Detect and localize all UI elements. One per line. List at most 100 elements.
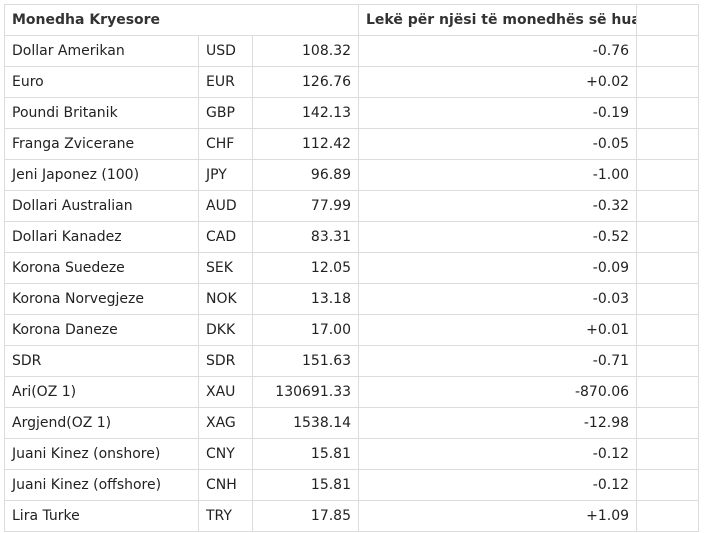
currency-name-cell: Dollar Amerikan — [4, 35, 199, 67]
exchange-rate-cell: 96.89 — [251, 159, 360, 191]
currency-code-cell: EUR — [198, 66, 253, 98]
currency-name-cell: Jeni Japonez (100) — [4, 159, 199, 191]
currency-code-cell: CNH — [198, 469, 253, 501]
currency-code-cell: XAG — [198, 407, 253, 439]
currency-name-cell: Dollari Kanadez — [4, 221, 199, 253]
table-row: Korona Suedeze SEK 12.05 -0.09 — [4, 252, 700, 284]
empty-cell — [636, 314, 700, 346]
rate-change-cell: -0.76 — [358, 35, 638, 67]
currency-code-cell: SEK — [198, 252, 253, 284]
empty-cell — [636, 345, 700, 377]
currency-code-cell: GBP — [198, 97, 253, 129]
currency-name-cell: Juani Kinez (offshore) — [4, 469, 199, 501]
empty-cell — [636, 500, 700, 532]
empty-cell — [636, 35, 700, 67]
exchange-rate-cell: 83.31 — [251, 221, 360, 253]
currency-code-cell: AUD — [198, 190, 253, 222]
currency-code-cell: TRY — [198, 500, 253, 532]
rate-change-cell: +0.01 — [358, 314, 638, 346]
rate-change-cell: -12.98 — [358, 407, 638, 439]
table-row: Juani Kinez (offshore) CNH 15.81 -0.12 — [4, 469, 700, 501]
rate-change-cell: -0.32 — [358, 190, 638, 222]
currency-name-cell: Lira Turke — [4, 500, 199, 532]
empty-cell — [636, 252, 700, 284]
currency-name-cell: Franga Zvicerane — [4, 128, 199, 160]
exchange-rate-cell: 12.05 — [251, 252, 360, 284]
rate-change-cell: -0.52 — [358, 221, 638, 253]
currency-name-cell: Korona Daneze — [4, 314, 199, 346]
rate-change-cell: -0.09 — [358, 252, 638, 284]
header-lek-per-unit: Lekë për njësi të monedhës së huaj — [358, 4, 638, 36]
rate-change-cell: -0.05 — [358, 128, 638, 160]
currency-name-cell: Korona Suedeze — [4, 252, 199, 284]
table-body: Dollar Amerikan USD 108.32 -0.76 Euro EUR 126.… — [4, 35, 700, 532]
table-row: Dollari Kanadez CAD 83.31 -0.52 — [4, 221, 700, 253]
exchange-rate-cell: 15.81 — [251, 438, 360, 470]
exchange-rate-cell: 77.99 — [251, 190, 360, 222]
header-main-currencies: Monedha Kryesore — [3, 4, 360, 36]
rate-change-cell: -0.71 — [358, 345, 638, 377]
empty-cell — [636, 469, 700, 501]
table-header-row: Monedha Kryesore Lekë për njësi të moned… — [3, 4, 700, 36]
empty-cell — [636, 128, 700, 160]
exchange-rate-cell: 108.32 — [251, 35, 360, 67]
empty-cell — [636, 159, 700, 191]
exchange-rate-cell: 15.81 — [251, 469, 360, 501]
rate-change-cell: -0.03 — [358, 283, 638, 315]
header-empty — [636, 4, 700, 36]
currency-code-cell: CHF — [198, 128, 253, 160]
empty-cell — [636, 66, 700, 98]
empty-cell — [636, 376, 700, 408]
currency-name-cell: Argjend(OZ 1) — [4, 407, 199, 439]
currency-code-cell: USD — [198, 35, 253, 67]
empty-cell — [636, 190, 700, 222]
rate-change-cell: +1.09 — [358, 500, 638, 532]
exchange-rates-table: Monedha Kryesore Lekë për njësi të moned… — [3, 4, 700, 532]
rate-change-cell: -0.12 — [358, 469, 638, 501]
currency-name-cell: SDR — [4, 345, 199, 377]
table-row: Dollar Amerikan USD 108.32 -0.76 — [4, 35, 700, 67]
table-row: Argjend(OZ 1) XAG 1538.14 -12.98 — [4, 407, 700, 439]
currency-code-cell: SDR — [198, 345, 253, 377]
exchange-rate-cell: 1538.14 — [251, 407, 360, 439]
exchange-rate-cell: 17.85 — [251, 500, 360, 532]
table-row: SDR SDR 151.63 -0.71 — [4, 345, 700, 377]
currency-name-cell: Euro — [4, 66, 199, 98]
empty-cell — [636, 221, 700, 253]
exchange-rate-cell: 142.13 — [251, 97, 360, 129]
currency-name-cell: Poundi Britanik — [4, 97, 199, 129]
currency-name-cell: Juani Kinez (onshore) — [4, 438, 199, 470]
empty-cell — [636, 438, 700, 470]
currency-code-cell: DKK — [198, 314, 253, 346]
currency-code-cell: NOK — [198, 283, 253, 315]
currency-code-cell: XAU — [198, 376, 253, 408]
exchange-rate-cell: 151.63 — [251, 345, 360, 377]
currency-name-cell: Ari(OZ 1) — [4, 376, 199, 408]
exchange-rate-cell: 112.42 — [251, 128, 360, 160]
exchange-rate-cell: 130691.33 — [251, 376, 360, 408]
rate-change-cell: +0.02 — [358, 66, 638, 98]
table-row: Euro EUR 126.76 +0.02 — [4, 66, 700, 98]
table-row: Franga Zvicerane CHF 112.42 -0.05 — [4, 128, 700, 160]
rate-change-cell: -0.12 — [358, 438, 638, 470]
rate-change-cell: -1.00 — [358, 159, 638, 191]
rate-change-cell: -870.06 — [358, 376, 638, 408]
exchange-rate-cell: 17.00 — [251, 314, 360, 346]
table-row: Lira Turke TRY 17.85 +1.09 — [4, 500, 700, 532]
exchange-rate-cell: 126.76 — [251, 66, 360, 98]
table-row: Korona Norvegjeze NOK 13.18 -0.03 — [4, 283, 700, 315]
rate-change-cell: -0.19 — [358, 97, 638, 129]
currency-code-cell: CAD — [198, 221, 253, 253]
currency-code-cell: CNY — [198, 438, 253, 470]
currency-code-cell: JPY — [198, 159, 253, 191]
table-row: Jeni Japonez (100) JPY 96.89 -1.00 — [4, 159, 700, 191]
table-row: Juani Kinez (onshore) CNY 15.81 -0.12 — [4, 438, 700, 470]
currency-name-cell: Dollari Australian — [4, 190, 199, 222]
exchange-rate-cell: 13.18 — [251, 283, 360, 315]
empty-cell — [636, 97, 700, 129]
table-row: Ari(OZ 1) XAU 130691.33 -870.06 — [4, 376, 700, 408]
table-row: Korona Daneze DKK 17.00 +0.01 — [4, 314, 700, 346]
table-row: Dollari Australian AUD 77.99 -0.32 — [4, 190, 700, 222]
empty-cell — [636, 283, 700, 315]
empty-cell — [636, 407, 700, 439]
